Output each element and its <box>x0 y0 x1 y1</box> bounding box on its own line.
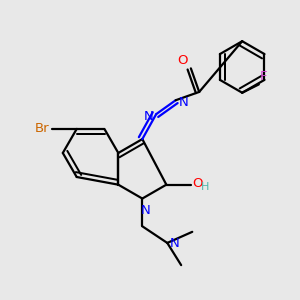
Text: N: N <box>140 205 150 218</box>
Text: H: H <box>201 182 210 192</box>
Text: O: O <box>177 54 188 68</box>
Text: Br: Br <box>35 122 50 135</box>
Text: N: N <box>143 110 153 123</box>
Text: O: O <box>192 177 203 190</box>
Text: N: N <box>169 237 179 250</box>
Text: F: F <box>260 70 267 83</box>
Text: N: N <box>178 96 188 109</box>
